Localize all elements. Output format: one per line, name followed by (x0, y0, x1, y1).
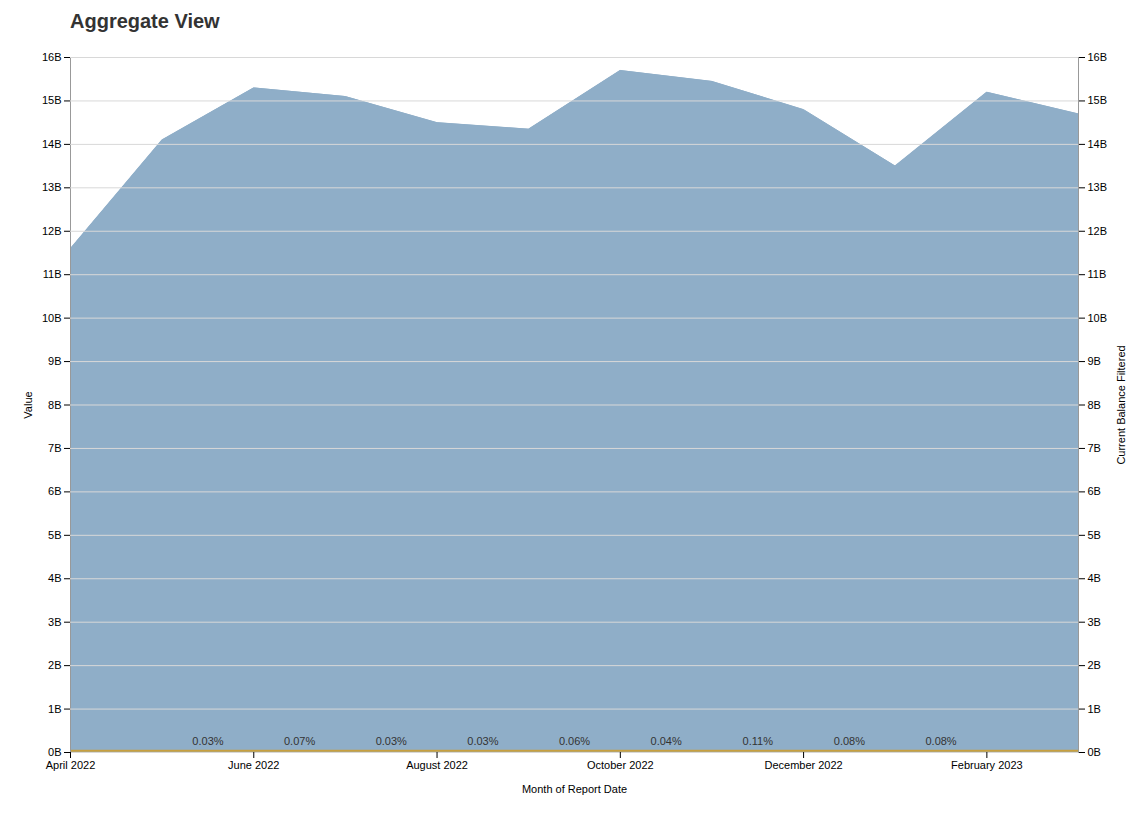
svg-text:0.03%: 0.03% (192, 735, 223, 747)
svg-text:16B: 16B (42, 51, 62, 63)
svg-text:0B: 0B (1088, 746, 1101, 758)
svg-text:August 2022: August 2022 (406, 759, 468, 771)
svg-text:0B: 0B (48, 746, 61, 758)
svg-text:8B: 8B (1088, 399, 1101, 411)
svg-text:9B: 9B (1088, 355, 1101, 367)
svg-text:11B: 11B (1088, 268, 1107, 280)
svg-text:2B: 2B (1088, 659, 1101, 671)
svg-text:0.03%: 0.03% (376, 735, 407, 747)
svg-text:0.08%: 0.08% (925, 735, 956, 747)
svg-text:0.07%: 0.07% (284, 735, 315, 747)
svg-text:14B: 14B (1088, 138, 1108, 150)
svg-text:2B: 2B (48, 659, 61, 671)
svg-text:7B: 7B (48, 442, 61, 454)
svg-text:12B: 12B (42, 225, 62, 237)
svg-text:16B: 16B (1088, 51, 1108, 63)
svg-text:0.06%: 0.06% (559, 735, 590, 747)
svg-text:0.08%: 0.08% (834, 735, 865, 747)
svg-text:February 2023: February 2023 (951, 759, 1023, 771)
svg-text:June 2022: June 2022 (228, 759, 279, 771)
svg-text:12B: 12B (1088, 225, 1108, 237)
svg-text:0.03%: 0.03% (467, 735, 498, 747)
svg-text:13B: 13B (42, 181, 62, 193)
svg-text:5B: 5B (48, 529, 61, 541)
svg-text:6B: 6B (1088, 485, 1101, 497)
svg-text:October 2022: October 2022 (587, 759, 654, 771)
svg-text:15B: 15B (42, 94, 62, 106)
svg-text:1B: 1B (1088, 703, 1101, 715)
html-text:Aggregate View: Aggregate View (70, 10, 220, 32)
svg-text:10B: 10B (42, 312, 62, 324)
svg-text:7B: 7B (1088, 442, 1101, 454)
svg-text:0.04%: 0.04% (651, 735, 682, 747)
svg-text:14B: 14B (42, 138, 62, 150)
svg-text:15B: 15B (1088, 94, 1108, 106)
svg-text:10B: 10B (1088, 312, 1108, 324)
svg-text:December 2022: December 2022 (764, 759, 842, 771)
svg-text:6B: 6B (48, 485, 61, 497)
svg-text:13B: 13B (1088, 181, 1108, 193)
svg-text:0.11%: 0.11% (743, 735, 774, 747)
svg-text:8B: 8B (48, 399, 61, 411)
svg-text:9B: 9B (48, 355, 61, 367)
svg-text:4B: 4B (48, 572, 61, 584)
svg-text:11B: 11B (43, 268, 62, 280)
svg-text:5B: 5B (1088, 529, 1101, 541)
svg-text:3B: 3B (1088, 616, 1101, 628)
svg-text:4B: 4B (1088, 572, 1101, 584)
svg-text:Value: Value (22, 391, 34, 418)
svg-text:Current Balance Filtered: Current Balance Filtered (1115, 345, 1127, 464)
svg-text:April 2022: April 2022 (46, 759, 96, 771)
svg-text:3B: 3B (48, 616, 61, 628)
svg-text:1B: 1B (48, 703, 61, 715)
svg-text:Month of Report Date: Month of Report Date (522, 783, 627, 795)
